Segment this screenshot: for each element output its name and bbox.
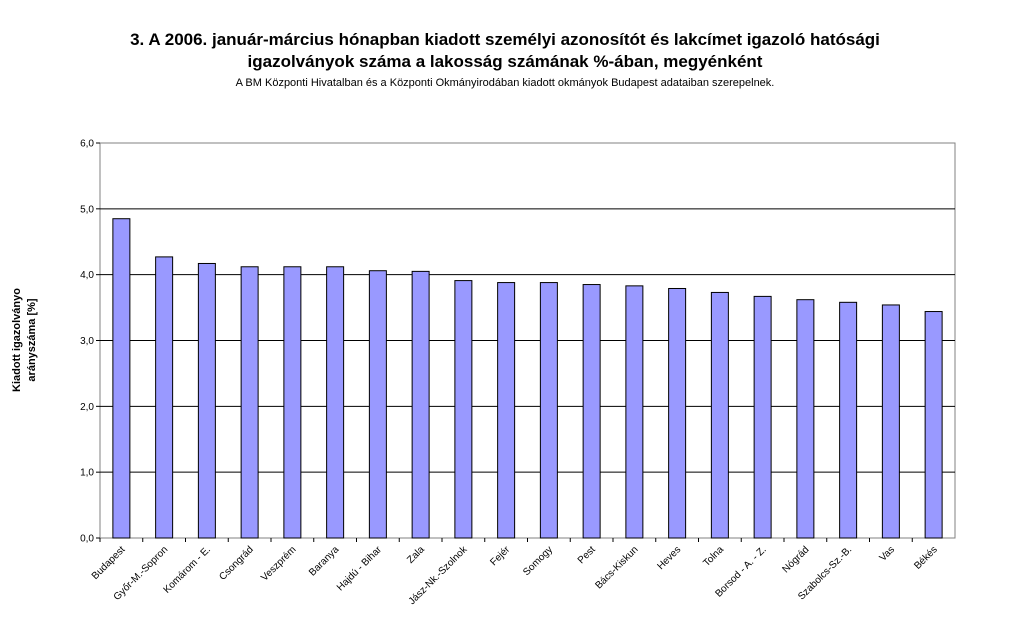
x-category-label: Tolna [701, 544, 726, 569]
bar [539, 282, 558, 539]
y-tick-label: 0,0 [80, 534, 94, 545]
x-category-label: Fejér [488, 544, 512, 568]
bar [497, 282, 516, 539]
bar [454, 280, 473, 539]
x-category-label: Heves [655, 544, 683, 572]
bar [582, 284, 601, 539]
chart-subtitle: A BM Központi Hivatalban és a Központi O… [235, 77, 775, 89]
y-tick-label: 5,0 [80, 204, 94, 215]
x-category-label: Veszprém [259, 544, 298, 583]
y-tick-label: 2,0 [80, 402, 94, 413]
bar [240, 266, 259, 539]
y-tick-label: 6,0 [80, 139, 94, 150]
bar [839, 301, 858, 539]
bar [668, 287, 687, 539]
x-category-label: Pest [576, 544, 598, 566]
x-category-label: Zala [405, 544, 427, 566]
bar [283, 266, 302, 539]
bar [411, 270, 430, 539]
bar [155, 256, 174, 539]
x-category-label: Somogy [521, 544, 555, 578]
chart-title-line2: igazolványok száma a lakosság számának %… [247, 52, 763, 71]
x-category-label: Hajdú - Bihar [335, 544, 385, 594]
bar [197, 262, 216, 539]
y-tick-label: 4,0 [80, 270, 94, 281]
x-category-label: Csongrád [217, 544, 255, 582]
x-category-label: Bács-Kiskun [593, 544, 640, 591]
x-category-label: Vas [878, 544, 897, 563]
x-category-label: Nógrád [781, 544, 812, 575]
x-category-label: Budapest [90, 544, 128, 582]
bar [625, 285, 644, 539]
chart-title-line1: 3. A 2006. január-március hónapban kiado… [130, 30, 880, 49]
bar [753, 295, 772, 539]
y-tick-label: 1,0 [80, 468, 94, 479]
bar [881, 304, 900, 539]
bar [796, 299, 815, 539]
bar [924, 311, 943, 539]
bar [112, 218, 131, 539]
bar [710, 291, 729, 539]
y-tick-label: 3,0 [80, 336, 94, 347]
x-category-label: Békés [912, 544, 939, 571]
bar [326, 266, 345, 539]
bar [368, 270, 387, 539]
x-category-label: Baranya [307, 544, 341, 578]
